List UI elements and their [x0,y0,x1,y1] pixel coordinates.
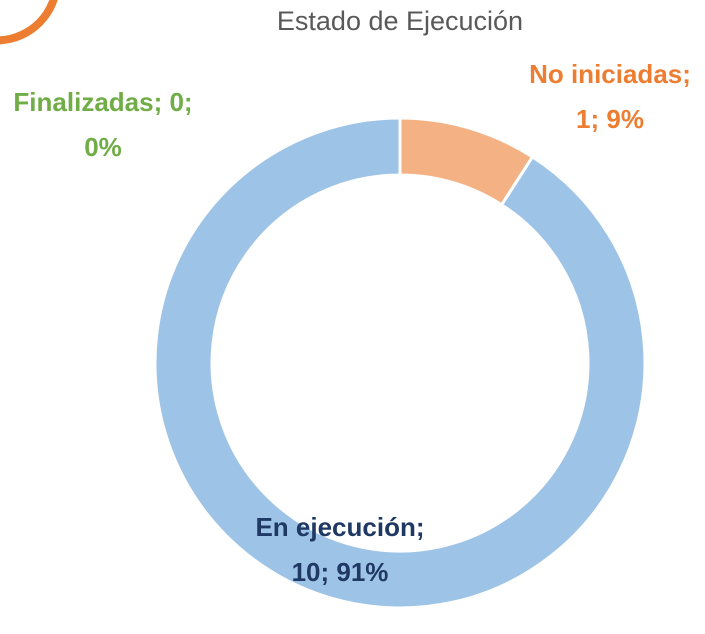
decoration-arc [0,0,58,45]
donut-slice [153,116,647,610]
data-label: Finalizadas; 0; 0% [13,87,193,162]
data-label: En ejecución; 10; 91% [255,512,425,587]
data-label: No iniciadas; 1; 9% [529,59,691,134]
chart-title: Estado de Ejecución [276,6,524,36]
